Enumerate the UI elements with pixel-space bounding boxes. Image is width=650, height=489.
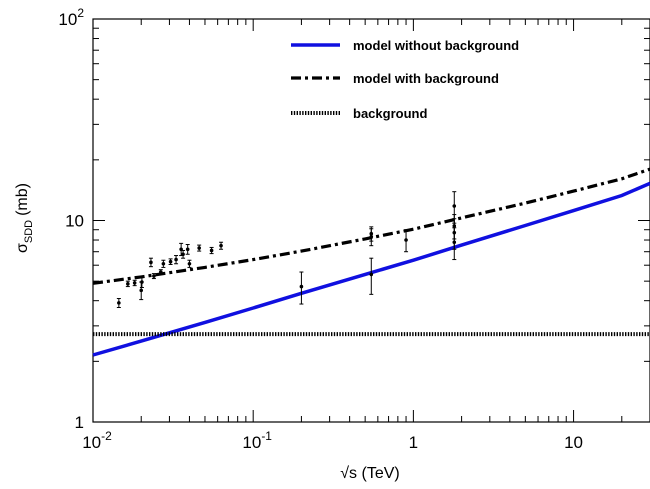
x-axis-title: √s (TeV) bbox=[340, 465, 399, 482]
data-point bbox=[132, 279, 137, 287]
data-point bbox=[151, 273, 156, 280]
data-marker bbox=[209, 248, 214, 253]
y-axis-ticks bbox=[93, 18, 650, 423]
x-tick-label: 10 bbox=[564, 433, 583, 452]
data-point bbox=[181, 249, 186, 259]
legend-label-background: background bbox=[353, 106, 427, 121]
data-point bbox=[161, 259, 166, 268]
svg-text:σSDD(mb): σSDD (mb) bbox=[14, 183, 35, 253]
series-line-0 bbox=[92, 181, 650, 357]
legend-label-model-without-background: model without background bbox=[353, 38, 519, 53]
data-point bbox=[404, 229, 409, 253]
series-line-1 bbox=[92, 167, 650, 285]
data-point bbox=[148, 257, 153, 268]
data-point bbox=[158, 269, 163, 275]
model-curves bbox=[92, 167, 650, 357]
y-axis-title-subscript: SDD bbox=[23, 220, 35, 243]
data-point bbox=[125, 280, 130, 288]
data-marker bbox=[149, 260, 153, 265]
data-marker bbox=[117, 301, 121, 305]
x-tick-label: 10-1 bbox=[242, 429, 272, 452]
data-point bbox=[185, 244, 190, 255]
y-tick-label: 10 bbox=[65, 212, 84, 231]
data-point bbox=[116, 298, 121, 309]
legend: model without background model with back… bbox=[291, 38, 519, 121]
y-axis-tick-labels: 1 10 102 bbox=[58, 6, 84, 432]
y-axis-title-unit: (mb) bbox=[14, 183, 31, 216]
data-marker bbox=[158, 270, 163, 274]
data-point bbox=[197, 244, 202, 252]
data-marker bbox=[404, 238, 408, 242]
data-marker bbox=[197, 246, 201, 250]
data-point bbox=[219, 241, 224, 250]
data-points bbox=[116, 191, 457, 309]
data-marker bbox=[161, 261, 166, 266]
x-tick-label: 10-2 bbox=[82, 429, 112, 452]
data-marker bbox=[140, 280, 144, 284]
data-point bbox=[139, 281, 144, 301]
data-point bbox=[168, 258, 173, 265]
data-marker bbox=[168, 259, 173, 264]
data-marker bbox=[132, 281, 137, 285]
data-marker bbox=[126, 282, 130, 286]
data-marker bbox=[452, 204, 457, 208]
data-marker bbox=[174, 257, 178, 262]
data-marker bbox=[369, 272, 374, 277]
x-axis-ticks bbox=[92, 19, 650, 422]
data-point bbox=[299, 271, 304, 305]
data-marker bbox=[185, 247, 190, 252]
legend-label-model-with-background: model with background bbox=[353, 71, 499, 86]
data-marker bbox=[369, 235, 374, 239]
data-marker bbox=[139, 288, 144, 293]
x-tick-label: 1 bbox=[409, 433, 418, 452]
data-point bbox=[369, 257, 374, 295]
data-point bbox=[209, 246, 214, 255]
y-axis-title-symbol: σ bbox=[14, 243, 31, 253]
data-marker bbox=[219, 243, 223, 248]
data-point bbox=[369, 228, 374, 247]
x-axis-tick-labels: 10-2 10-1 1 10 bbox=[82, 429, 583, 452]
data-marker bbox=[299, 284, 304, 289]
data-marker bbox=[187, 261, 192, 266]
data-marker bbox=[152, 274, 156, 278]
data-marker bbox=[181, 252, 185, 257]
data-marker bbox=[452, 240, 457, 245]
data-point bbox=[174, 255, 179, 265]
y-tick-label: 102 bbox=[58, 6, 84, 29]
data-point bbox=[139, 276, 144, 289]
data-point bbox=[187, 259, 192, 268]
y-tick-label: 1 bbox=[75, 413, 84, 432]
y-axis-title: σSDD (mb) bbox=[14, 183, 35, 253]
data-point bbox=[452, 227, 457, 261]
